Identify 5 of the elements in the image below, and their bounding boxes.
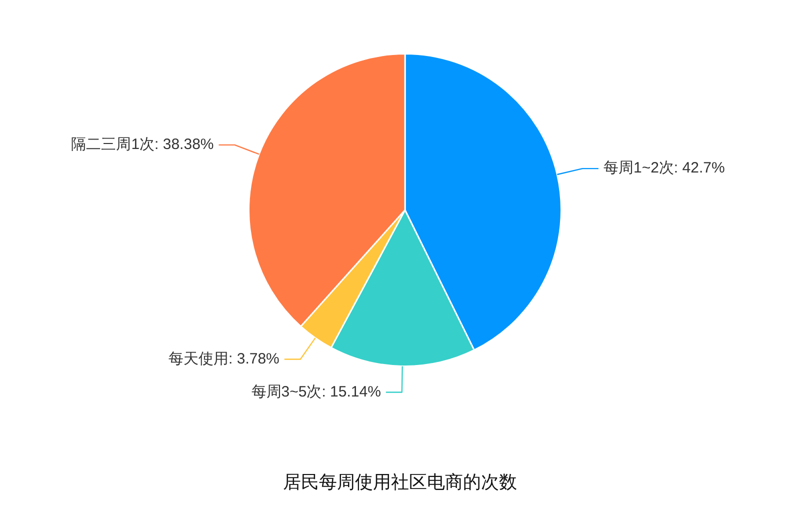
slice-label: 隔二三周1次: 38.38% [71, 136, 214, 154]
text: 居民每周使用社区电商的次数 [282, 471, 518, 494]
slice-label: 每周1~2次: 42.7% [603, 160, 725, 177]
slice-label: 每天使用: 3.78% [168, 350, 280, 368]
slice-label: 每周3~5次: 15.14% [251, 383, 381, 400]
